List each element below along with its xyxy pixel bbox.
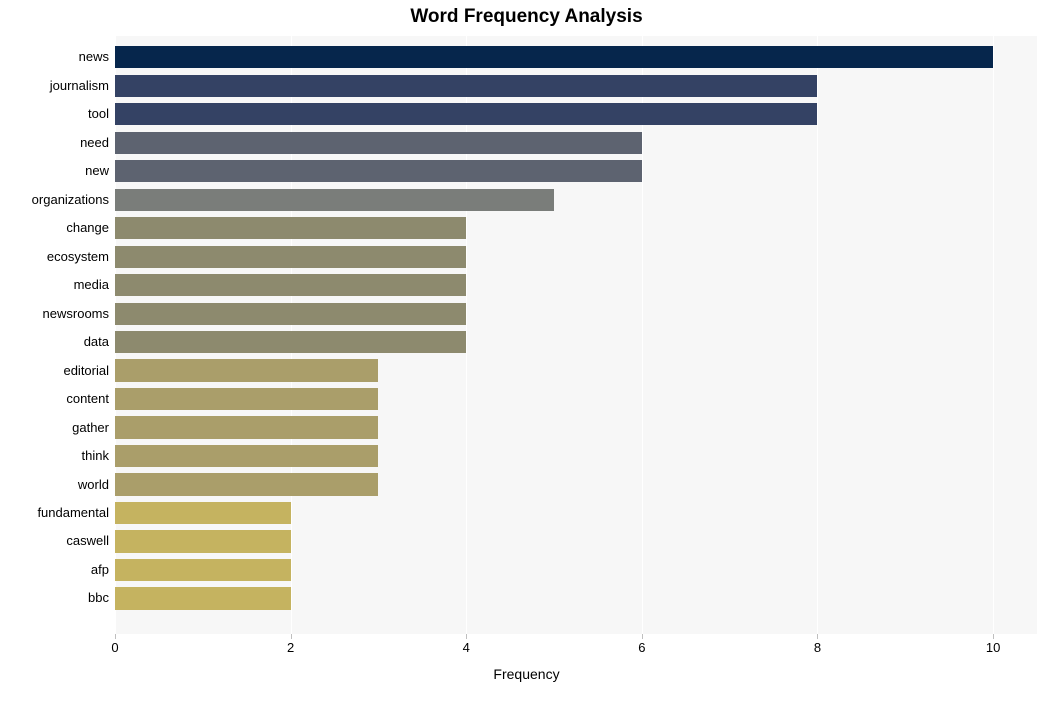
- y-tick-label: new: [1, 160, 109, 182]
- x-tick-mark: [115, 634, 116, 639]
- y-tick-label: world: [1, 474, 109, 496]
- grid-line: [993, 36, 994, 634]
- y-tick-label: tool: [1, 103, 109, 125]
- x-tick-label: 6: [638, 640, 645, 655]
- y-tick-label: editorial: [1, 360, 109, 382]
- y-tick-label: bbc: [1, 587, 109, 609]
- y-tick-label: change: [1, 217, 109, 239]
- chart-title: Word Frequency Analysis: [0, 6, 1053, 28]
- bar: [115, 132, 642, 154]
- bar: [115, 303, 466, 325]
- y-tick-label: media: [1, 274, 109, 296]
- y-tick-label: news: [1, 46, 109, 68]
- x-tick-label: 0: [111, 640, 118, 655]
- x-tick-label: 8: [814, 640, 821, 655]
- bar: [115, 445, 378, 467]
- x-tick-mark: [817, 634, 818, 639]
- bar: [115, 473, 378, 495]
- y-tick-label: gather: [1, 417, 109, 439]
- y-tick-label: journalism: [1, 75, 109, 97]
- y-tick-label: data: [1, 331, 109, 353]
- bar: [115, 274, 466, 296]
- y-tick-label: need: [1, 132, 109, 154]
- bar: [115, 160, 642, 182]
- x-tick-label: 4: [463, 640, 470, 655]
- bar: [115, 246, 466, 268]
- grid-line: [466, 36, 467, 634]
- bar: [115, 103, 817, 125]
- bar: [115, 217, 466, 239]
- chart-container: Word Frequency Analysis Frequency 0 2 4 6 8 1…: [0, 0, 1053, 701]
- x-tick-mark: [642, 634, 643, 639]
- plot-area: [115, 36, 1037, 634]
- bar: [115, 331, 466, 353]
- bar: [115, 388, 378, 410]
- bar: [115, 359, 378, 381]
- y-tick-label: ecosystem: [1, 246, 109, 268]
- x-axis-label: Frequency: [0, 666, 1053, 682]
- grid-line: [642, 36, 643, 634]
- x-tick-mark: [466, 634, 467, 639]
- y-tick-label: newsrooms: [1, 303, 109, 325]
- y-tick-label: afp: [1, 559, 109, 581]
- y-tick-label: content: [1, 388, 109, 410]
- x-tick-label: 10: [986, 640, 1000, 655]
- bar: [115, 502, 291, 524]
- x-tick-mark: [993, 634, 994, 639]
- bar: [115, 587, 291, 609]
- y-tick-label: think: [1, 445, 109, 467]
- x-tick-label: 2: [287, 640, 294, 655]
- y-tick-label: organizations: [1, 189, 109, 211]
- bar: [115, 189, 554, 211]
- y-tick-label: caswell: [1, 530, 109, 552]
- x-tick-mark: [291, 634, 292, 639]
- grid-line: [817, 36, 818, 634]
- y-tick-label: fundamental: [1, 502, 109, 524]
- bar: [115, 75, 817, 97]
- bar: [115, 559, 291, 581]
- bar: [115, 46, 993, 68]
- bar: [115, 416, 378, 438]
- bar: [115, 530, 291, 552]
